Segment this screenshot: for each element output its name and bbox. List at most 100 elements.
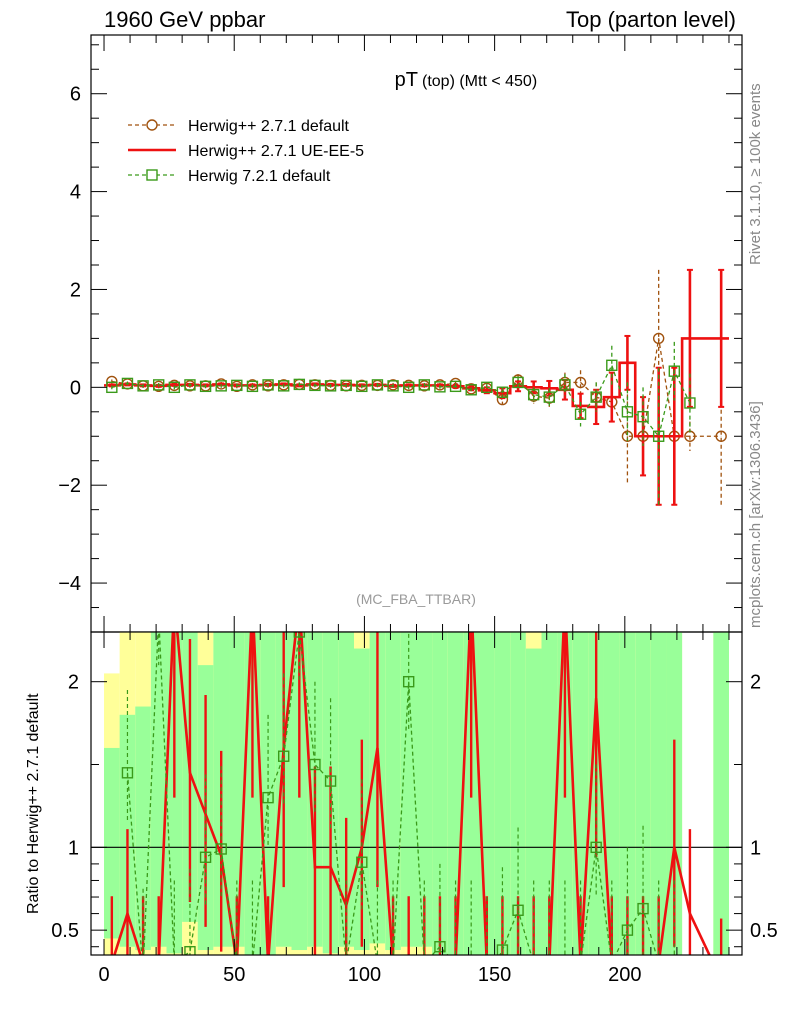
ratio-point-square (324, 775, 337, 787)
rivet-label: Rivet 3.1.10, ≥ 100k events (747, 83, 764, 265)
ratio-point-square (654, 958, 664, 968)
uncertainty-band-green (385, 632, 401, 951)
uncertainty-band-green (400, 632, 417, 947)
point-square (637, 410, 649, 423)
series-line (104, 337, 729, 438)
ratio-point-square (544, 958, 554, 968)
uncertainty-band-green (635, 632, 651, 955)
point-square (434, 381, 446, 393)
y-tick-label: 6 (70, 84, 81, 106)
point-square (621, 406, 634, 418)
point-square (574, 408, 587, 420)
uncertainty-band-green (104, 747, 120, 939)
series-line (111, 363, 691, 438)
point-square (668, 365, 680, 377)
ratio-ylabel: Ratio to Herwig++ 2.7.1 default (25, 693, 42, 914)
ratio-y-tick-label-right: 2 (750, 672, 761, 694)
point-square (199, 380, 212, 393)
header-left: 1960 GeV ppbar (104, 7, 265, 32)
point-square (512, 376, 524, 389)
header-right: Top (parton level) (566, 7, 736, 32)
y-tick-label: 0 (70, 377, 81, 399)
ratio-point-square (356, 856, 368, 868)
ratio-point-square (154, 610, 164, 620)
ratio-point-square (419, 958, 429, 968)
uncertainty-band-green (619, 632, 636, 955)
legend: Herwig++ 2.7.1 default Herwig++ 2.7.1 UE-… (128, 118, 364, 185)
point-square (684, 397, 696, 409)
uncertainty-band-green (494, 632, 511, 955)
main-panel: −4 −2 0 2 4 6 pT (top) (Mtt < 450) (MC_FBA_TT… (58, 34, 743, 633)
plot-title-sub: (top) (Mtt < 450) (422, 73, 537, 90)
point-circle (574, 376, 587, 389)
point-square (465, 384, 477, 396)
point-square (527, 388, 540, 401)
ratio-point-square (215, 843, 227, 855)
y-tick-label: 2 (70, 279, 81, 301)
x-tick-label: 50 (223, 964, 245, 986)
point-square (293, 378, 306, 391)
point-circle (715, 430, 727, 442)
point-square (402, 381, 415, 394)
ratio-series-line (126, 632, 657, 955)
uncertainty-band-green (432, 632, 448, 955)
legend-label: Herwig 7.2.1 default (188, 168, 331, 185)
point-square (387, 380, 399, 392)
legend-marker-square (146, 169, 158, 181)
ratio-point-square (199, 851, 212, 863)
uncertainty-band-green (416, 632, 433, 947)
point-square (590, 391, 602, 403)
uncertainty-band-green (603, 632, 620, 955)
ratio-point-square (466, 958, 476, 968)
point-square (215, 380, 227, 392)
point-square (481, 381, 493, 394)
uncertainty-band-green (713, 632, 729, 955)
point-square (277, 380, 290, 392)
ratio-point-square (169, 958, 179, 968)
point-square (309, 379, 321, 392)
point-square (449, 380, 462, 393)
ratio-point-square (560, 958, 570, 968)
point-square (356, 380, 368, 393)
mcplots-label: mcplots.cern.ch [arXiv:1306.3436] (747, 401, 764, 628)
ratio-point-square (262, 791, 274, 804)
point-square (324, 380, 337, 392)
ratio-point-square (529, 958, 539, 968)
ratio-point-square (590, 841, 602, 854)
ratio-point-square (247, 958, 257, 968)
ratio-point-square (184, 945, 196, 955)
legend-label: Herwig++ 2.7.1 UE-EE-5 (188, 143, 364, 160)
ratio-point-square (451, 958, 461, 968)
point-square (153, 379, 165, 391)
point-square (652, 430, 665, 442)
point-square (137, 380, 149, 392)
ratio-point-square (621, 924, 634, 936)
ratio-y-tick-label-right: 0.5 (750, 920, 778, 942)
ratio-point-square (121, 767, 134, 779)
ratio-y-tick-label-right: 1 (750, 837, 761, 859)
point-square (418, 379, 431, 391)
y-tick-label: 4 (70, 182, 81, 204)
point-circle (621, 430, 634, 442)
uncertainty-band-green (525, 648, 542, 955)
ratio-point-square (576, 958, 586, 968)
legend-marker-circle (146, 119, 158, 131)
x-tick-label: 0 (98, 964, 109, 986)
point-square (559, 379, 571, 391)
point-square (606, 359, 618, 372)
point-square (168, 381, 181, 394)
point-square (371, 379, 384, 391)
point-square (121, 377, 134, 390)
x-tick-label: 200 (608, 964, 641, 986)
ratio-point-square (669, 958, 679, 968)
ratio-y-tick-label: 1 (68, 837, 79, 859)
uncertainty-band-green (650, 632, 667, 955)
point-square (340, 379, 352, 392)
legend-label: Herwig++ 2.7.1 default (188, 118, 350, 135)
point-square (496, 386, 509, 398)
ratio-point-square (496, 944, 509, 955)
uncertainty-band-green (338, 632, 355, 947)
ratio-point-square (434, 941, 446, 953)
ratio-point-square (138, 967, 148, 977)
